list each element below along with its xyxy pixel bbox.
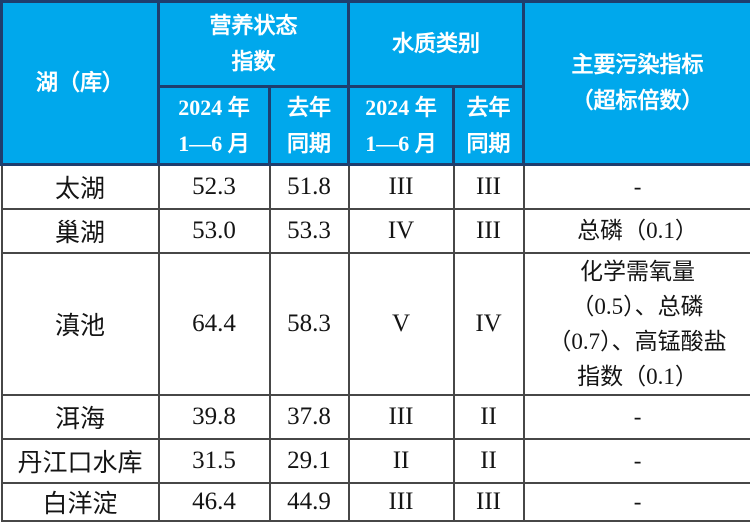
table-body: 太湖 52.3 51.8 III III - 巢湖 53.0 53.3 IV I… [0, 163, 750, 522]
header-quality-previous: 去年 同期 [452, 85, 526, 166]
wq-current: II [347, 437, 455, 484]
wq-current: III [347, 393, 455, 440]
wq-current: III [347, 163, 455, 210]
header-nutrition-group: 营养状态 指数 [156, 0, 351, 88]
tsi-previous: 51.8 [268, 163, 350, 210]
pollutant-cell: 总磷（0.1） [522, 207, 750, 254]
pollutant-cell: 化学需氧量 （0.5）、总磷 （0.7）、高锰酸盐 指数（0.1） [522, 251, 750, 396]
tsi-current: 39.8 [157, 393, 271, 440]
tsi-current: 52.3 [157, 163, 271, 210]
tsi-previous: 44.9 [268, 481, 350, 522]
header-nutrition-previous: 去年 同期 [267, 85, 351, 166]
tsi-current: 46.4 [157, 481, 271, 522]
lake-name: 洱海 [0, 393, 160, 440]
lake-name: 太湖 [0, 163, 160, 210]
table-row-danjiangkou: 丹江口水库 31.5 29.1 II II - [0, 437, 750, 484]
tsi-current: 53.0 [157, 207, 271, 254]
table-row-dianchi: 滇池 64.4 58.3 V IV 化学需氧量 （0.5）、总磷 （0.7）、高… [0, 251, 750, 396]
lake-name: 巢湖 [0, 207, 160, 254]
tsi-current: 64.4 [157, 251, 271, 396]
tsi-previous: 29.1 [268, 437, 350, 484]
wq-previous: III [452, 207, 525, 254]
header-pollutant: 主要污染指标 （超标倍数） [522, 0, 750, 166]
tsi-previous: 58.3 [268, 251, 350, 396]
table-row-chaohu: 巢湖 53.0 53.3 IV III 总磷（0.1） [0, 207, 750, 254]
header-sub-row: 2024 年 1—6 月 去年 同期 2024 年 1—6 月 去年 同期 [2, 85, 750, 166]
wq-previous: II [452, 393, 525, 440]
header-quality-current: 2024 年 1—6 月 [347, 85, 456, 166]
table-row-taihu: 太湖 52.3 51.8 III III - [0, 163, 750, 210]
wq-previous: IV [452, 251, 525, 396]
wq-previous: II [452, 437, 525, 484]
tsi-previous: 37.8 [268, 393, 350, 440]
wq-current: III [347, 481, 455, 522]
table-row-erhai: 洱海 39.8 37.8 III II - [0, 393, 750, 440]
table-row-baiyangdian: 白洋淀 46.4 44.9 III III - [0, 481, 750, 522]
pollutant-cell: - [522, 437, 750, 484]
lake-name: 丹江口水库 [0, 437, 160, 484]
tsi-current: 31.5 [157, 437, 271, 484]
lake-name: 白洋淀 [0, 481, 160, 522]
pollutant-cell: - [522, 481, 750, 522]
wq-current: IV [347, 207, 455, 254]
wq-previous: III [452, 481, 525, 522]
pollutant-cell: - [522, 393, 750, 440]
wq-previous: III [452, 163, 525, 210]
lake-name: 滇池 [0, 251, 160, 396]
table-header: 湖（库） 营养状态 指数 水质类别 主要污染指标 （超标倍数） 2024 年 1… [0, 0, 750, 166]
header-quality-group: 水质类别 [347, 0, 526, 88]
tsi-previous: 53.3 [268, 207, 350, 254]
pollutant-cell: - [522, 163, 750, 210]
header-group-row: 湖（库） 营养状态 指数 水质类别 主要污染指标 （超标倍数） [0, 0, 750, 166]
header-nutrition-current: 2024 年 1—6 月 [157, 85, 271, 166]
wq-current: V [347, 251, 455, 396]
header-lake: 湖（库） [0, 0, 160, 166]
